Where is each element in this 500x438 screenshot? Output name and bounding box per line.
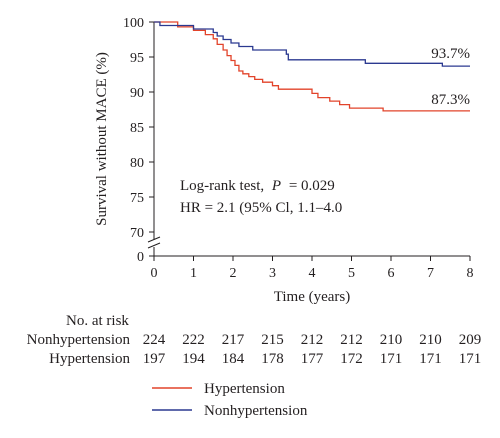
y-tick-label-1: 75 xyxy=(130,191,144,206)
legend-label-nonhypertension: Nonhypertension xyxy=(204,403,308,419)
risk-cell-hypertension-3: 178 xyxy=(261,351,284,367)
risk-cell-hypertension-8: 171 xyxy=(459,351,482,367)
log-rank-p: P xyxy=(271,178,281,194)
y-zero-tick-label: 0 xyxy=(137,250,144,265)
x-tick-label-8: 8 xyxy=(467,266,474,281)
risk-cell-nonhypertension-6: 210 xyxy=(380,332,403,348)
x-tick-label-6: 6 xyxy=(388,266,395,281)
y-axis-label: Survival without MACE (%) xyxy=(94,52,110,226)
y-tick-label-2: 80 xyxy=(130,156,144,171)
risk-cell-hypertension-7: 171 xyxy=(419,351,442,367)
risk-cell-hypertension-6: 171 xyxy=(380,351,403,367)
risk-cell-nonhypertension-0: 224 xyxy=(143,332,166,348)
nonhypertension-end-label: 93.7% xyxy=(431,46,470,62)
series-line-nonhypertension xyxy=(154,21,470,67)
series-line-hypertension xyxy=(154,21,470,112)
axis-break-mark-2 xyxy=(147,242,161,249)
log-rank-suffix: = 0.029 xyxy=(289,178,335,194)
x-tick-label-2: 2 xyxy=(230,266,237,281)
x-ticks: 0 1 2 3 4 5 6 7 8 xyxy=(151,256,474,281)
y-ticks: 70 75 80 85 90 95 100 xyxy=(123,16,154,241)
log-rank-annotation: Log-rank test, P = 0.029 xyxy=(180,178,335,194)
axis-break-mark-1 xyxy=(147,236,161,243)
x-tick-label-5: 5 xyxy=(348,266,355,281)
x-tick-label-3: 3 xyxy=(269,266,276,281)
risk-table: No. at risk Nonhypertension Hypertension… xyxy=(27,313,482,367)
y-tick-label-4: 90 xyxy=(130,86,144,101)
x-tick-label-7: 7 xyxy=(427,266,434,281)
risk-row-label-hypertension: Hypertension xyxy=(49,351,130,367)
series-lines xyxy=(154,21,470,112)
legend-label-hypertension: Hypertension xyxy=(204,381,285,397)
log-rank-prefix: Log-rank test, xyxy=(180,178,264,194)
hr-annotation: HR = 2.1 (95% Cl, 1.1–4.0 xyxy=(180,200,342,216)
x-axis-label: Time (years) xyxy=(274,289,351,305)
axes: 0 xyxy=(137,22,470,265)
risk-cell-nonhypertension-2: 217 xyxy=(222,332,245,348)
risk-cell-nonhypertension-5: 212 xyxy=(340,332,363,348)
legend: Hypertension Nonhypertension xyxy=(152,381,308,419)
y-tick-label-5: 95 xyxy=(130,51,144,66)
risk-cell-hypertension-0: 197 xyxy=(143,351,166,367)
hypertension-end-label: 87.3% xyxy=(431,92,470,108)
risk-cell-nonhypertension-7: 210 xyxy=(419,332,442,348)
y-tick-label-0: 70 xyxy=(130,226,144,241)
x-tick-label-0: 0 xyxy=(151,266,158,281)
risk-cell-hypertension-5: 172 xyxy=(340,351,363,367)
risk-row-label-nonhypertension: Nonhypertension xyxy=(27,332,131,348)
y-tick-label-6: 100 xyxy=(123,16,144,31)
risk-cell-nonhypertension-3: 215 xyxy=(261,332,284,348)
risk-cell-nonhypertension-8: 209 xyxy=(459,332,482,348)
risk-table-title: No. at risk xyxy=(66,313,129,329)
risk-cell-hypertension-1: 194 xyxy=(182,351,205,367)
risk-cell-nonhypertension-4: 212 xyxy=(301,332,324,348)
x-tick-label-1: 1 xyxy=(190,266,197,281)
risk-cells: 224 222 217 215 212 212 210 210 209 197 194 184 178 1… xyxy=(143,332,482,367)
x-tick-label-4: 4 xyxy=(309,266,316,281)
risk-cell-hypertension-4: 177 xyxy=(301,351,324,367)
risk-cell-hypertension-2: 184 xyxy=(222,351,245,367)
y-tick-label-3: 85 xyxy=(130,121,144,136)
risk-cell-nonhypertension-1: 222 xyxy=(182,332,205,348)
